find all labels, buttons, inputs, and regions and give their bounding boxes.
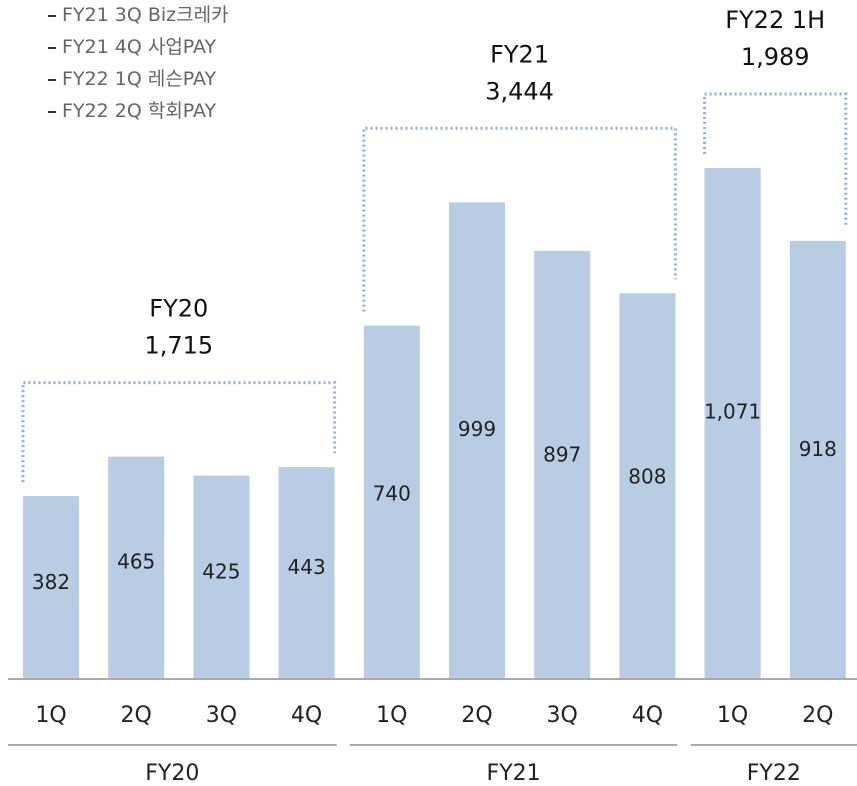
legend-item: FY22 1Q 레슨PAY — [48, 68, 229, 100]
data-label: 808 — [628, 464, 666, 488]
data-label: 443 — [288, 555, 326, 579]
bar — [23, 496, 79, 678]
group-label: FY20 — [145, 761, 199, 786]
bar — [704, 168, 761, 678]
group-bracket — [703, 92, 848, 227]
data-label: 740 — [373, 481, 411, 505]
group-total-value: 3,444 — [485, 77, 554, 105]
data-label: 897 — [543, 442, 581, 466]
group-total-title: FY22 1H — [725, 6, 825, 34]
x-tick-label: 1Q — [717, 703, 748, 728]
x-tick-label: 3Q — [206, 703, 237, 728]
data-label: 425 — [202, 559, 240, 583]
data-label: 1,071 — [704, 399, 761, 423]
legend-item: FY21 4Q 사업PAY — [48, 36, 229, 68]
group-total-value: 1,715 — [144, 332, 213, 360]
group-label: FY21 — [487, 761, 541, 786]
data-label: 999 — [458, 417, 496, 441]
bar — [108, 456, 165, 678]
group-bracket — [362, 126, 677, 312]
bar — [193, 475, 250, 678]
data-label: 382 — [32, 570, 70, 594]
legend-dash-icon — [48, 110, 56, 113]
bar — [278, 467, 335, 678]
bar — [363, 325, 420, 678]
legend-dash-icon — [48, 46, 56, 49]
data-label: 465 — [117, 549, 155, 573]
bar — [789, 240, 846, 678]
x-tick-label: 3Q — [547, 703, 578, 728]
x-tick-label: 2Q — [802, 703, 833, 728]
x-tick-label: 1Q — [376, 703, 407, 728]
x-tick-label: 2Q — [121, 703, 152, 728]
legend-item: FY21 3Q Biz크레카 — [48, 4, 229, 36]
x-tick-label: 1Q — [35, 703, 66, 728]
x-tick-label: 2Q — [461, 703, 492, 728]
bar — [534, 250, 591, 678]
bar — [619, 293, 676, 678]
legend-dash-icon — [48, 78, 56, 81]
group-total-value: 1,989 — [741, 43, 810, 71]
data-label: 918 — [799, 437, 837, 461]
legend-item: FY22 2Q 학회PAY — [48, 100, 229, 132]
group-total-title: FY21 — [490, 40, 549, 68]
legend-dash-icon — [48, 14, 56, 17]
bar — [449, 202, 505, 679]
x-tick-label: 4Q — [291, 703, 322, 728]
x-tick-label: 4Q — [632, 703, 663, 728]
group-total-title: FY20 — [149, 295, 208, 323]
group-bracket — [21, 381, 337, 483]
group-label: FY22 — [747, 761, 801, 786]
legend: FY21 3Q Biz크레카 FY21 4Q 사업PAY FY22 1Q 레슨P… — [48, 4, 229, 132]
